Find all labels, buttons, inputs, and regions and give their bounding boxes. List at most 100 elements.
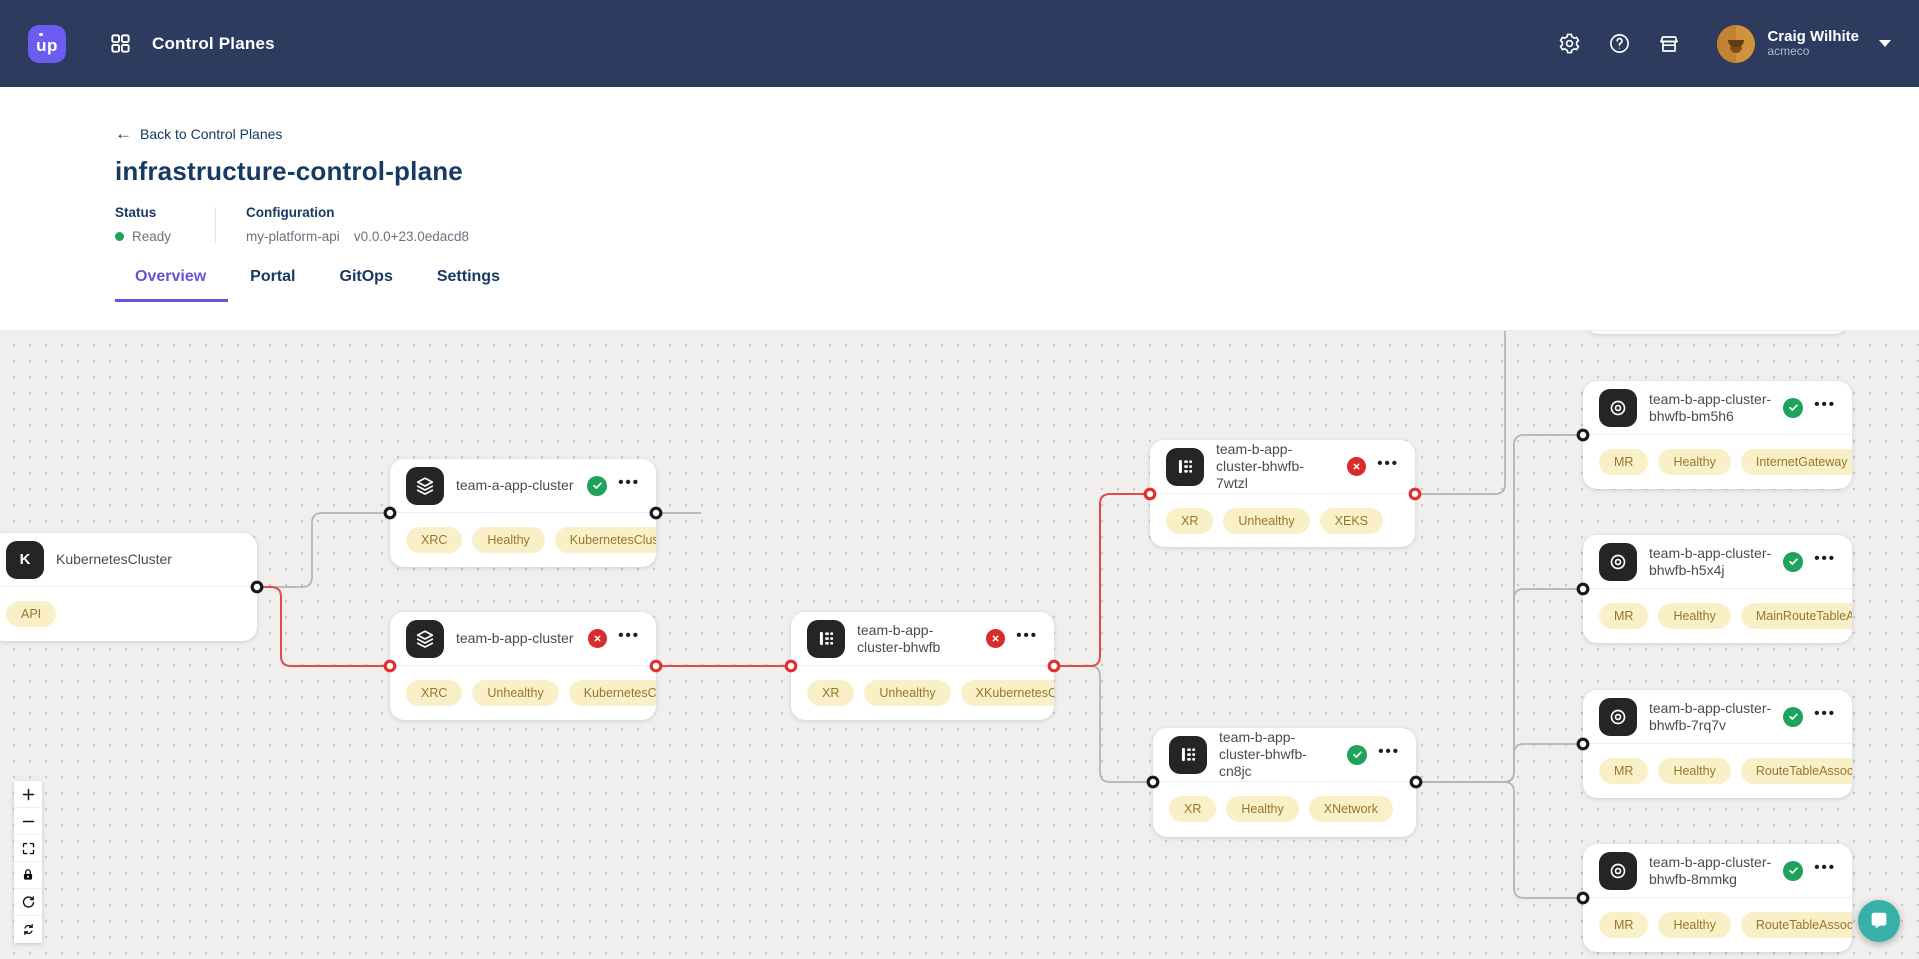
back-link[interactable]: ← Back to Control Planes	[115, 125, 282, 142]
badge-KubernetesCluster: KubernetesCluster	[554, 526, 656, 553]
zoom-out-button[interactable]	[14, 808, 42, 835]
status-block: Status Ready	[115, 205, 171, 244]
logo-text: up	[36, 35, 58, 55]
badge-Healthy: Healthy	[1226, 795, 1299, 822]
tab-gitops[interactable]: GitOps	[339, 268, 393, 285]
badge-MR: MR	[1599, 911, 1649, 938]
node-team-b-app-cluster-bhwfb-cn8jc[interactable]: team-b-app-cluster-bhwfb-cn8jc ••• XR Healt…	[1153, 728, 1416, 837]
node-team-b-app-cluster-bhwfb-h5x4j[interactable]: team-b-app-cluster-bhwfb-h5x4j ••• MR Healt…	[1583, 535, 1852, 643]
badge-MR: MR	[1599, 757, 1649, 784]
node-label: team-b-app-cluster	[456, 630, 574, 646]
node-team-b-app-cluster-bhwfb-8mmkg[interactable]: team-b-app-cluster-bhwfb-8mmkg ••• MR Healt…	[1583, 844, 1852, 952]
chat-widget-button[interactable]	[1858, 900, 1900, 942]
node-label: team-b-app-cluster-bhwfb	[857, 621, 941, 655]
tab-portal[interactable]: Portal	[250, 268, 296, 285]
node-label: team-b-app-cluster-bhwfb-7rq7v	[1649, 699, 1772, 733]
sync-button[interactable]	[14, 916, 42, 943]
node-label: team-b-app-cluster-bhwfb-8mmkg	[1649, 853, 1772, 887]
layers-icon	[406, 466, 444, 505]
edge-team-b-app-cluster-bhwfb-7wtzl-to-partial-card	[1415, 331, 1506, 495]
upbound-logo[interactable]: up	[28, 24, 66, 63]
edge-team-b-app-cluster-bhwfb-to-team-b-app-cluster-bhwfb-7wtzl	[1054, 493, 1150, 667]
badge-Healthy: Healthy	[1658, 757, 1731, 784]
configuration-version: v0.0.0+23.0edacd8	[353, 229, 470, 244]
composite-icon	[807, 619, 845, 658]
edge-kubernetes-cluster-to-team-b-app-cluster	[257, 586, 390, 667]
user-menu[interactable]: Craig Wilhite acmeco	[1717, 24, 1891, 63]
page-title: infrastructure-control-plane	[115, 156, 463, 186]
settings-gear-icon[interactable]	[1557, 32, 1581, 56]
badge-Healthy: Healthy	[1658, 448, 1731, 475]
node-menu-button[interactable]: •••	[1378, 744, 1400, 765]
grid-icon	[108, 32, 132, 56]
configuration-block: Configuration my-platform-api v0.0.0+23.…	[246, 205, 469, 244]
managed-icon	[1599, 542, 1637, 581]
zoom-in-button[interactable]	[14, 781, 42, 808]
composite-icon	[1169, 735, 1207, 774]
badge-MR: MR	[1599, 602, 1649, 629]
edge-kubernetes-cluster-to-team-a-app-cluster	[257, 512, 390, 588]
graph-canvas[interactable]: K KubernetesCluster API team-a-app-cluster •…	[0, 330, 1919, 959]
tab-settings[interactable]: Settings	[436, 268, 500, 285]
node-menu-button[interactable]: •••	[1814, 860, 1836, 881]
node-team-b-app-cluster-bhwfb[interactable]: team-b-app-cluster-bhwfb ••• XR Unhealthy XK…	[791, 612, 1054, 720]
canvas-controls	[14, 781, 42, 943]
node-label: team-b-app-cluster-bhwfb-cn8jc	[1219, 729, 1307, 779]
node-team-b-app-cluster-bhwfb-7rq7v[interactable]: team-b-app-cluster-bhwfb-7rq7v ••• MR Healt…	[1583, 690, 1852, 798]
layers-icon	[406, 619, 444, 658]
help-icon[interactable]	[1607, 32, 1631, 56]
tab-overview[interactable]: Overview	[115, 268, 229, 302]
healthy-icon	[1783, 860, 1804, 881]
node-menu-button[interactable]: •••	[1377, 456, 1399, 477]
edge-team-b-app-cluster-bhwfb-cn8jc-to-team-b-app-cluster-bhwfb-8mmkg	[1416, 781, 1583, 899]
badge-row: MR Healthy RouteTableAssociation	[1583, 744, 1852, 797]
node-menu-button[interactable]: •••	[1814, 706, 1836, 727]
badge-Healthy: Healthy	[1658, 602, 1731, 629]
badge-row: XR Unhealthy XEKS	[1150, 494, 1415, 547]
node-menu-button[interactable]: •••	[1814, 397, 1836, 418]
k-letter-icon: K	[6, 540, 44, 579]
avatar	[1717, 24, 1756, 63]
node-label: team-b-app-cluster-bhwfb-7wtzl	[1216, 441, 1304, 491]
marketplace-icon[interactable]	[1657, 32, 1681, 56]
meta-divider	[215, 207, 217, 244]
badge-XR: XR	[1169, 795, 1217, 822]
node-team-b-app-cluster[interactable]: team-b-app-cluster ••• XRC Unhealthy Kuberne…	[390, 612, 656, 720]
node-menu-button[interactable]: •••	[618, 628, 640, 649]
node-menu-button[interactable]: •••	[1814, 551, 1836, 572]
edge-team-b-app-cluster-bhwfb-to-team-b-app-cluster-bhwfb-cn8jc	[1054, 665, 1153, 783]
fit-view-button[interactable]	[14, 835, 42, 862]
unhealthy-icon	[588, 629, 608, 648]
edge-team-b-app-cluster-bhwfb-cn8jc-to-team-b-app-cluster-bhwfb-7rq7v	[1416, 743, 1583, 783]
badge-XR: XR	[807, 679, 855, 706]
managed-icon	[1599, 697, 1637, 736]
badge-XEKS: XEKS	[1319, 507, 1384, 534]
back-arrow-icon: ←	[115, 124, 132, 143]
badge-API: API	[6, 600, 57, 627]
badge-RouteTableAssociation: RouteTableAssociation	[1740, 911, 1852, 938]
refresh-button[interactable]	[14, 889, 42, 916]
node-team-b-app-cluster-bhwfb-7wtzl[interactable]: team-b-app-cluster-bhwfb-7wtzl ••• XR Unhea…	[1150, 440, 1415, 547]
node-team-b-app-cluster-bhwfb-bm5h6[interactable]: team-b-app-cluster-bhwfb-bm5h6 ••• MR Healt…	[1583, 381, 1852, 489]
badge-Healthy: Healthy	[472, 526, 545, 553]
node-team-a-app-cluster[interactable]: team-a-app-cluster ••• XRC Healthy Kubernete…	[390, 459, 656, 567]
healthy-icon	[1783, 706, 1804, 727]
node-kubernetes-cluster[interactable]: K KubernetesCluster API	[0, 533, 257, 641]
managed-icon	[1599, 851, 1637, 890]
badge-row: MR Healthy RouteTableAssociation	[1583, 898, 1852, 951]
badge-Unhealthy: Unhealthy	[1223, 507, 1310, 534]
unhealthy-icon	[986, 629, 1006, 648]
lock-button[interactable]	[14, 862, 42, 889]
unhealthy-icon	[1347, 457, 1367, 476]
app-title: Control Planes	[152, 33, 275, 53]
badge-XRC: XRC	[406, 679, 463, 706]
node-partial-card[interactable]	[1585, 331, 1848, 334]
top-navbar: up Control Planes	[0, 0, 1919, 87]
badge-row: MR Healthy MainRouteTableAssociation	[1583, 589, 1852, 642]
badge-row: XRC Unhealthy KubernetesCluster	[390, 666, 656, 719]
configuration-name: my-platform-api	[246, 229, 340, 244]
badge-InternetGateway: InternetGateway	[1740, 448, 1852, 475]
node-menu-button[interactable]: •••	[1016, 628, 1038, 649]
node-menu-button[interactable]: •••	[618, 475, 640, 496]
badge-Unhealthy: Unhealthy	[472, 679, 559, 706]
